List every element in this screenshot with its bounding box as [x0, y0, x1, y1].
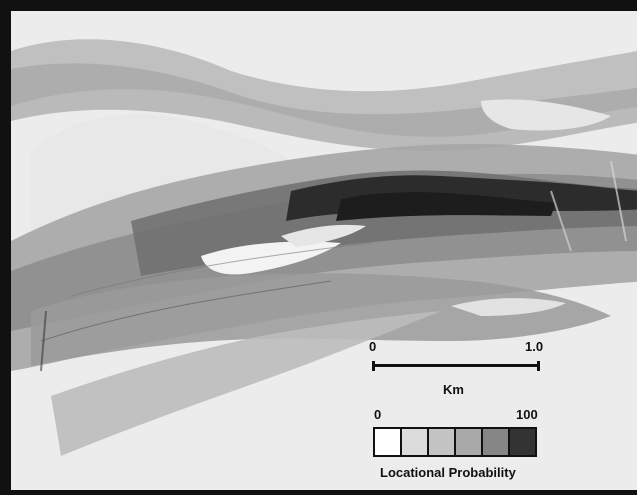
track-line [40, 310, 47, 372]
track-line [70, 242, 372, 297]
scale-unit-label: Km [443, 382, 464, 397]
low-probability-area [201, 241, 341, 275]
probability-band [31, 273, 611, 366]
probability-band [11, 63, 637, 151]
scale-end-label: 1.0 [525, 339, 544, 354]
legend-swatch [510, 429, 535, 455]
legend-swatch [456, 429, 481, 455]
scale-bar-tick [537, 361, 540, 371]
track-line [550, 190, 572, 252]
legend-swatch [483, 429, 508, 455]
legend-swatch [375, 429, 400, 455]
legend-min-label: 0 [374, 407, 382, 422]
low-probability-area [451, 298, 566, 316]
scale-bar-line [372, 364, 540, 367]
scale-bar-tick [372, 361, 375, 371]
track-line [40, 280, 332, 342]
low-probability-area [481, 99, 611, 131]
low-probability-area [281, 224, 366, 247]
track-line [610, 160, 627, 242]
probability-map [11, 11, 637, 490]
legend-max-label: 100 [516, 407, 538, 422]
legend-swatch [429, 429, 454, 455]
legend-swatch [402, 429, 427, 455]
probability-band [51, 311, 441, 456]
high-probability-core [336, 192, 556, 221]
scale-bar [372, 361, 540, 371]
scale-start-label: 0 [369, 339, 377, 354]
legend-title: Locational Probability [380, 465, 516, 480]
legend-swatches [373, 427, 537, 457]
